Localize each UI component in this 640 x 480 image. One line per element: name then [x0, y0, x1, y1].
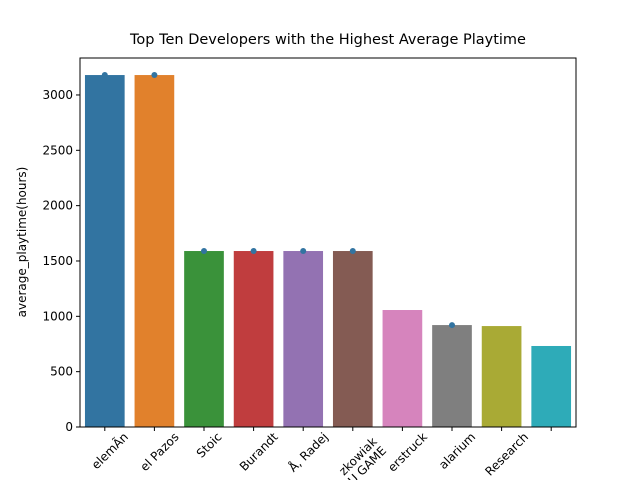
y-tick-label: 3000	[42, 88, 73, 102]
y-tick-label: 500	[50, 365, 73, 379]
plot-frame	[79, 57, 577, 428]
y-axis-label: average_playtime(hours)	[15, 167, 29, 318]
x-tick-label: elemÃ­n	[88, 429, 131, 472]
y-tick-label: 2500	[42, 143, 73, 157]
bar	[134, 75, 175, 428]
y-tick-label: 1500	[42, 254, 73, 268]
x-tick-label: Stoic	[194, 430, 225, 461]
error-point	[449, 322, 455, 329]
x-tick-label: erstruck	[385, 430, 430, 475]
chart-title: Top Ten Developers with the Highest Aver…	[129, 32, 526, 48]
error-point	[201, 248, 207, 255]
bar	[432, 325, 472, 427]
error-point	[349, 248, 356, 255]
bar	[481, 326, 522, 427]
x-tick-label: Research	[482, 430, 531, 479]
y-tick-label: 1000	[42, 309, 73, 323]
y-tick-label: 2000	[42, 199, 73, 213]
bar	[283, 251, 324, 427]
y-tick-label: 0	[65, 420, 73, 434]
error-point	[300, 248, 307, 255]
x-tick-label: alarium	[436, 430, 478, 472]
bar	[84, 75, 125, 428]
bar	[332, 251, 373, 427]
x-tick-label: el Pazos	[137, 430, 181, 474]
x-tick-label: Å, Radej	[285, 429, 331, 475]
error-point	[250, 248, 257, 255]
error-point	[151, 72, 158, 79]
x-tick-label: Burandt	[237, 430, 281, 474]
bar	[531, 345, 572, 427]
bar	[382, 310, 423, 427]
x-tick-label: zkowiakU GAME	[336, 434, 389, 480]
bar	[233, 251, 274, 427]
bar	[184, 251, 224, 427]
error-point	[101, 72, 108, 79]
